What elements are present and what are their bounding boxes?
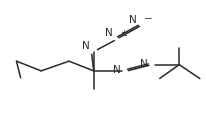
Text: ±: ±: [121, 29, 127, 38]
Text: N: N: [139, 59, 147, 69]
Text: −: −: [144, 14, 153, 24]
Text: N: N: [129, 15, 137, 25]
Text: N: N: [82, 41, 90, 51]
Text: N: N: [113, 65, 121, 75]
Text: N: N: [104, 28, 112, 38]
